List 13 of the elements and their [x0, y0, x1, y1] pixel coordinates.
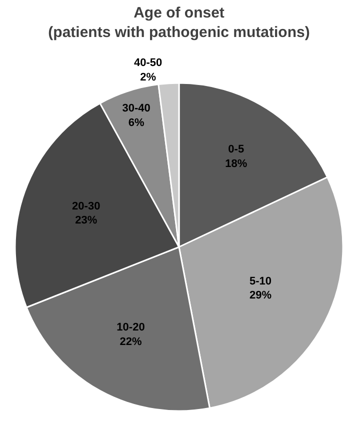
data-label: 22%: [120, 336, 142, 348]
slice-label: 0-5: [228, 144, 244, 156]
slice-label: 20-30: [72, 200, 100, 212]
data-label: 23%: [75, 214, 98, 227]
chart-title: Age of onset (patients with pathogenic mutations): [48, 4, 310, 42]
slice-label: 5-10: [250, 275, 272, 288]
slice-label: 10-20: [116, 322, 145, 334]
data-label: 6%: [128, 116, 144, 129]
slice-label: 40-50: [134, 57, 162, 70]
data-label: 18%: [225, 158, 248, 170]
slice-label: 30-40: [122, 102, 150, 114]
data-label: 29%: [250, 290, 272, 302]
data-label: 2%: [140, 71, 156, 84]
